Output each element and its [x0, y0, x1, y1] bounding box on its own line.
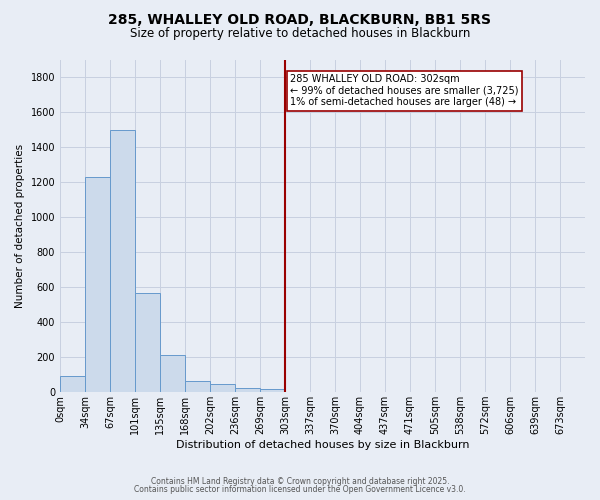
Bar: [60, 376, 85, 392]
X-axis label: Distribution of detached houses by size in Blackburn: Distribution of detached houses by size …: [176, 440, 469, 450]
Bar: [110, 130, 135, 392]
Bar: [160, 356, 185, 392]
Text: 285, WHALLEY OLD ROAD, BLACKBURN, BB1 5RS: 285, WHALLEY OLD ROAD, BLACKBURN, BB1 5R…: [109, 12, 491, 26]
Y-axis label: Number of detached properties: Number of detached properties: [15, 144, 25, 308]
Bar: [260, 388, 285, 392]
Bar: [235, 388, 260, 392]
Bar: [210, 384, 235, 392]
Text: Contains public sector information licensed under the Open Government Licence v3: Contains public sector information licen…: [134, 484, 466, 494]
Bar: [185, 381, 210, 392]
Text: Contains HM Land Registry data © Crown copyright and database right 2025.: Contains HM Land Registry data © Crown c…: [151, 477, 449, 486]
Text: 285 WHALLEY OLD ROAD: 302sqm
← 99% of detached houses are smaller (3,725)
1% of : 285 WHALLEY OLD ROAD: 302sqm ← 99% of de…: [290, 74, 518, 107]
Bar: [85, 177, 110, 392]
Bar: [135, 292, 160, 392]
Text: Size of property relative to detached houses in Blackburn: Size of property relative to detached ho…: [130, 28, 470, 40]
